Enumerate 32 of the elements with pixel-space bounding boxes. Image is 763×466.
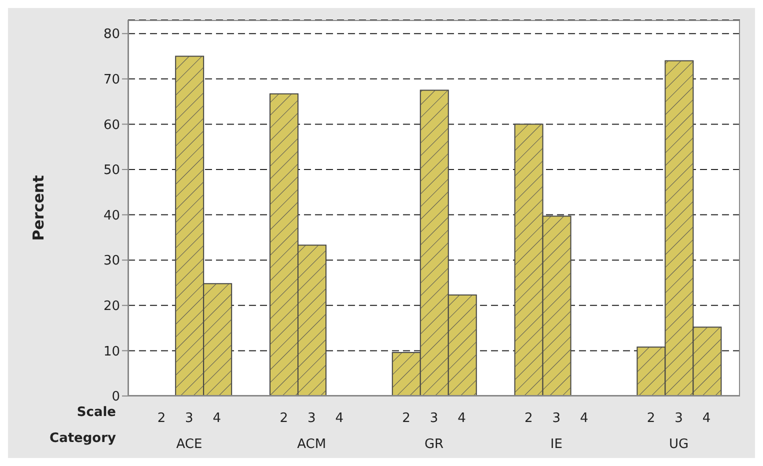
text: 3 <box>552 411 561 426</box>
x-tick-label: ACM <box>297 437 326 452</box>
text: 4 <box>580 411 588 426</box>
y-tick-label: 20 <box>103 299 120 314</box>
text: 4 <box>702 411 711 426</box>
y-tick-label: 10 <box>103 344 120 360</box>
x-tick-label: GR <box>424 437 444 452</box>
x-tick-label: ACE <box>176 437 202 452</box>
y-tick-label: 40 <box>103 208 120 224</box>
series-label: 3 <box>185 411 194 426</box>
x-tick-label: UG <box>669 437 689 452</box>
text: 3 <box>674 411 683 426</box>
y-tick-label: 50 <box>103 163 120 178</box>
series-label: 4 <box>212 411 222 426</box>
text: 4 <box>458 411 466 426</box>
y-tick-label: 30 <box>103 254 120 269</box>
text: Scale <box>76 405 116 420</box>
text: 2 <box>157 411 166 426</box>
y-tick-label: 0 <box>112 390 120 405</box>
y-tick-label: 70 <box>103 72 120 88</box>
x-tick-label: IE <box>550 437 562 452</box>
y-tick-label: 80 <box>103 27 120 42</box>
series-label: 2 <box>280 411 288 426</box>
y-tick-label: 60 <box>103 118 120 133</box>
text: 3 <box>430 411 438 426</box>
text: 4 <box>335 411 344 426</box>
text: 2 <box>646 411 656 426</box>
y-axis-title: Percent <box>29 175 48 241</box>
text: 2 <box>402 411 410 426</box>
x-axis-title: Category <box>50 431 116 446</box>
text: 3 <box>307 411 316 426</box>
text: 2 <box>524 411 533 426</box>
